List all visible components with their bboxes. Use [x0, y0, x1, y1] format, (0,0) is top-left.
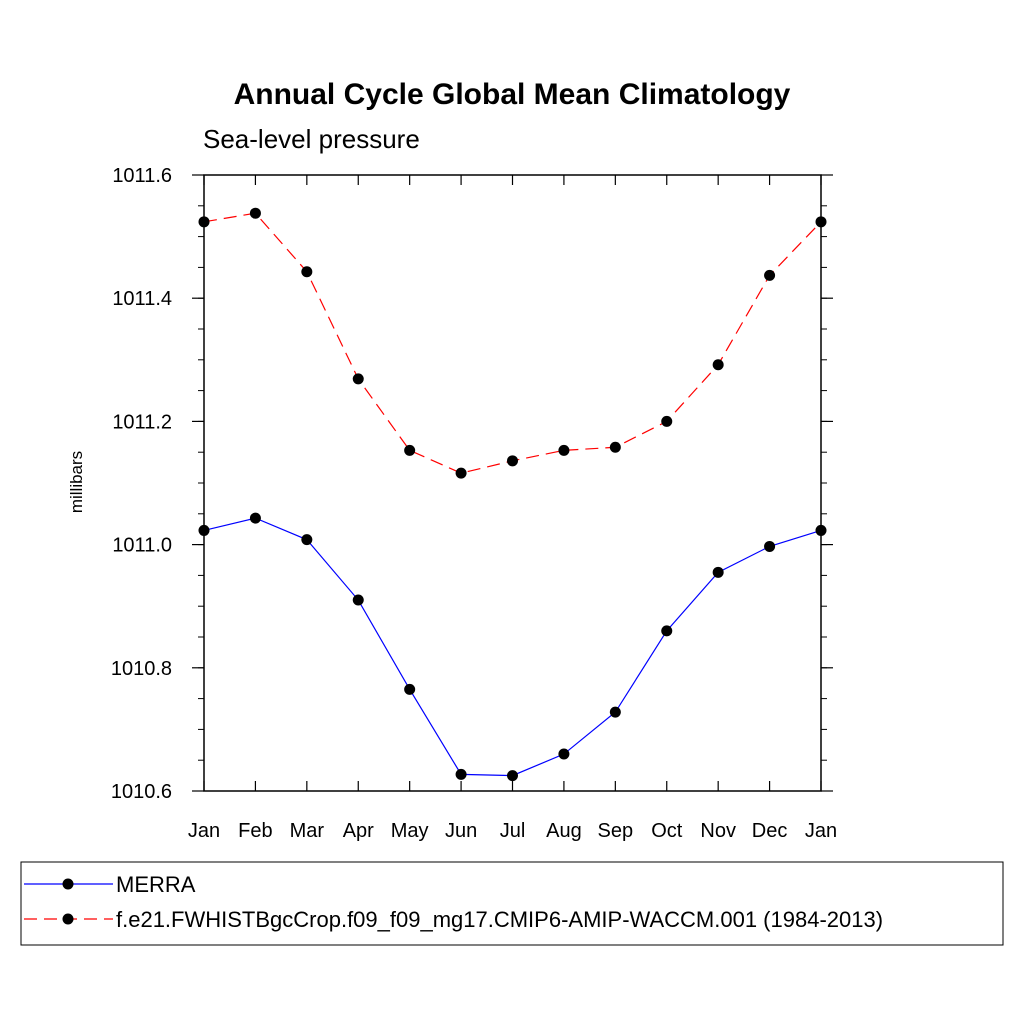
x-tick-label: Nov — [700, 820, 736, 842]
legend-marker-model — [62, 913, 74, 925]
x-tick-label: Sep — [598, 820, 634, 842]
legend-marker-merra — [62, 878, 74, 890]
series-0-point — [455, 768, 467, 780]
axis-ticks: Jan Feb Mar Apr May Jun Jul Aug Sep Oct Nov Dec Jan 1… — [111, 165, 837, 842]
series-0-point — [764, 540, 776, 552]
x-tick-label: May — [391, 820, 429, 842]
x-tick-label: Jan — [188, 820, 220, 842]
x-tick-label: Aug — [546, 820, 582, 842]
series-1-point — [249, 207, 261, 219]
series-1-point — [352, 373, 364, 385]
chart-subtitle: Sea-level pressure — [203, 124, 420, 154]
series-1-point — [609, 441, 621, 453]
series-layer — [198, 207, 827, 782]
y-tick-label: 1010.8 — [111, 658, 172, 680]
series-0-point — [249, 512, 261, 524]
series-1-point — [558, 444, 570, 456]
series-1-point — [455, 467, 467, 479]
series-0-point — [661, 625, 673, 637]
series-0-point — [558, 748, 570, 760]
x-tick-label: Jun — [445, 820, 477, 842]
legend-box — [20, 861, 1004, 946]
series-1-point — [301, 266, 313, 278]
series-0-point — [301, 534, 313, 546]
series-0-point — [404, 683, 416, 695]
y-tick-label: 1010.6 — [111, 781, 172, 803]
series-line-0 — [203, 517, 822, 777]
x-tick-label: Dec — [752, 820, 788, 842]
series-1-point — [712, 359, 724, 371]
series-1-point — [661, 415, 673, 427]
series-0-point — [352, 594, 364, 606]
plot-frame — [203, 174, 822, 792]
x-tick-label: Jul — [500, 820, 526, 842]
x-tick-label: Jan — [805, 820, 837, 842]
series-0-point — [712, 566, 724, 578]
y-tick-label: 1011.6 — [112, 165, 172, 187]
series-1-point — [507, 455, 518, 467]
series-line-1 — [203, 212, 822, 474]
y-tick-label: 1011.2 — [112, 411, 172, 433]
y-tick-label: 1011.0 — [112, 535, 172, 557]
series-0-point — [609, 706, 621, 718]
series-0-point — [507, 770, 518, 782]
x-tick-label: Oct — [651, 820, 683, 842]
x-tick-label: Apr — [343, 820, 374, 842]
x-tick-label: Mar — [290, 820, 325, 842]
legend-label-model: f.e21.FWHISTBgcCrop.f09_f09_mg17.CMIP6-A… — [116, 907, 883, 932]
y-axis-label: millibars — [67, 451, 86, 513]
chart-title: Annual Cycle Global Mean Climatology — [234, 78, 791, 111]
series-1-point — [404, 444, 416, 456]
series-1-point — [764, 269, 776, 281]
legend-label-merra: MERRA — [116, 872, 196, 897]
y-tick-label: 1011.4 — [112, 288, 172, 310]
x-tick-label: Feb — [238, 820, 272, 842]
legend: MERRA f.e21.FWHISTBgcCrop.f09_f09_mg17.C… — [20, 861, 1004, 946]
